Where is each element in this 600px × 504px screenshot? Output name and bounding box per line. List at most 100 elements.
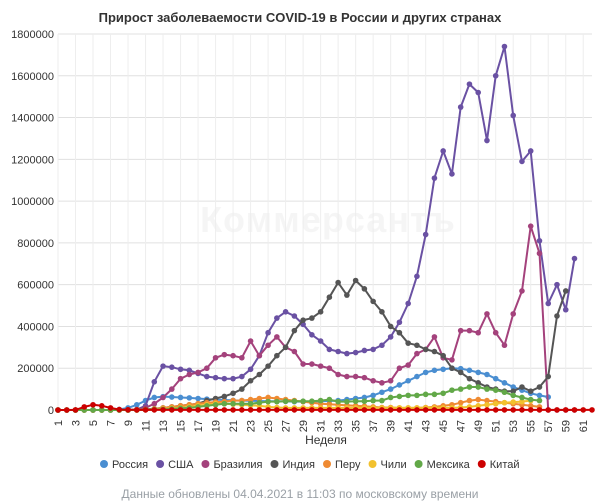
y-tick-label: 1800000 bbox=[11, 29, 54, 41]
data-point bbox=[309, 315, 315, 321]
data-point bbox=[256, 399, 263, 406]
data-point bbox=[519, 288, 525, 294]
data-point bbox=[317, 338, 324, 344]
data-point bbox=[475, 369, 481, 376]
data-point bbox=[440, 366, 446, 373]
legend-marker bbox=[368, 460, 377, 468]
x-tick-label: 47 bbox=[456, 420, 468, 432]
data-point bbox=[300, 317, 306, 323]
data-point bbox=[571, 407, 578, 413]
data-point bbox=[475, 403, 481, 409]
data-point bbox=[177, 407, 184, 413]
data-point bbox=[527, 407, 534, 413]
data-point bbox=[177, 375, 184, 382]
data-point bbox=[169, 364, 175, 370]
data-point bbox=[475, 407, 481, 413]
legend-item[interactable]: Чили bbox=[368, 459, 407, 471]
data-point bbox=[230, 400, 236, 407]
chart-title: Прирост заболеваемости COVID-19 в России… bbox=[99, 10, 503, 25]
data-point bbox=[484, 311, 490, 317]
legend-item[interactable]: США bbox=[156, 459, 194, 471]
data-point bbox=[527, 148, 534, 154]
data-point bbox=[405, 392, 411, 399]
x-tick-label: 3 bbox=[71, 420, 83, 426]
data-point bbox=[466, 81, 473, 87]
series-line bbox=[58, 279, 567, 411]
data-point bbox=[309, 398, 315, 405]
data-point bbox=[344, 407, 350, 413]
data-point bbox=[449, 357, 455, 363]
data-point bbox=[291, 407, 298, 413]
data-point bbox=[431, 334, 438, 340]
legend-marker bbox=[270, 460, 279, 468]
data-point bbox=[204, 403, 210, 409]
x-tick-label: 41 bbox=[403, 420, 415, 432]
data-point bbox=[230, 390, 236, 397]
data-point bbox=[562, 306, 569, 313]
data-point bbox=[352, 407, 359, 413]
data-point bbox=[230, 407, 236, 413]
data-point bbox=[204, 365, 210, 372]
data-point bbox=[396, 365, 403, 372]
data-point bbox=[265, 407, 271, 413]
data-point bbox=[177, 394, 184, 401]
data-point bbox=[186, 407, 193, 413]
data-point bbox=[90, 407, 96, 413]
x-tick-label: 59 bbox=[561, 420, 573, 432]
data-point bbox=[501, 342, 508, 349]
data-point bbox=[274, 334, 280, 340]
data-point bbox=[265, 329, 271, 336]
data-point bbox=[492, 72, 499, 79]
legend-item[interactable]: Бразилия bbox=[201, 459, 263, 471]
data-point bbox=[247, 396, 254, 403]
data-point bbox=[326, 396, 333, 403]
data-point bbox=[221, 393, 228, 400]
data-point bbox=[361, 374, 368, 381]
data-point bbox=[466, 407, 473, 413]
data-point bbox=[492, 407, 499, 413]
data-point bbox=[221, 375, 228, 382]
data-point bbox=[335, 398, 341, 405]
data-point bbox=[239, 386, 245, 392]
legend: Россия США Бразилия Индия Перу Чили Мексика Кит… bbox=[100, 459, 520, 471]
data-point bbox=[422, 231, 429, 238]
data-point bbox=[396, 407, 403, 413]
legend-item[interactable]: Китай bbox=[477, 459, 520, 471]
data-point bbox=[510, 384, 517, 390]
data-point bbox=[169, 394, 175, 400]
data-point bbox=[484, 407, 490, 413]
legend-marker bbox=[100, 460, 108, 468]
data-point bbox=[370, 397, 376, 404]
data-point bbox=[431, 391, 438, 398]
data-point bbox=[274, 398, 280, 405]
x-tick-label: 31 bbox=[316, 420, 328, 432]
x-tick-label: 29 bbox=[298, 420, 310, 432]
data-point bbox=[475, 380, 481, 386]
series-Бразилия bbox=[55, 223, 578, 413]
x-tick-label: 19 bbox=[211, 420, 223, 432]
data-point bbox=[527, 396, 534, 403]
data-point bbox=[431, 348, 438, 355]
y-tick-label: 200000 bbox=[17, 363, 54, 375]
data-point bbox=[405, 362, 411, 368]
data-point bbox=[545, 300, 552, 307]
data-point bbox=[335, 279, 341, 286]
data-point bbox=[510, 311, 517, 317]
data-point bbox=[291, 327, 298, 334]
x-tick-label: 35 bbox=[351, 420, 363, 432]
x-tick-label: 53 bbox=[508, 420, 520, 432]
data-point bbox=[239, 400, 245, 407]
data-point bbox=[361, 347, 368, 354]
legend-item[interactable]: Индия bbox=[270, 459, 316, 471]
legend-item[interactable]: Мексика bbox=[414, 459, 471, 471]
data-point bbox=[387, 386, 394, 392]
data-point bbox=[352, 277, 359, 284]
data-point bbox=[510, 392, 517, 399]
watermark: Коммерсантъ bbox=[200, 199, 456, 240]
data-point bbox=[414, 373, 420, 380]
data-point bbox=[256, 352, 263, 359]
legend-item[interactable]: Перу bbox=[323, 459, 361, 471]
legend-item[interactable]: Россия bbox=[100, 459, 148, 471]
data-point bbox=[440, 352, 446, 359]
